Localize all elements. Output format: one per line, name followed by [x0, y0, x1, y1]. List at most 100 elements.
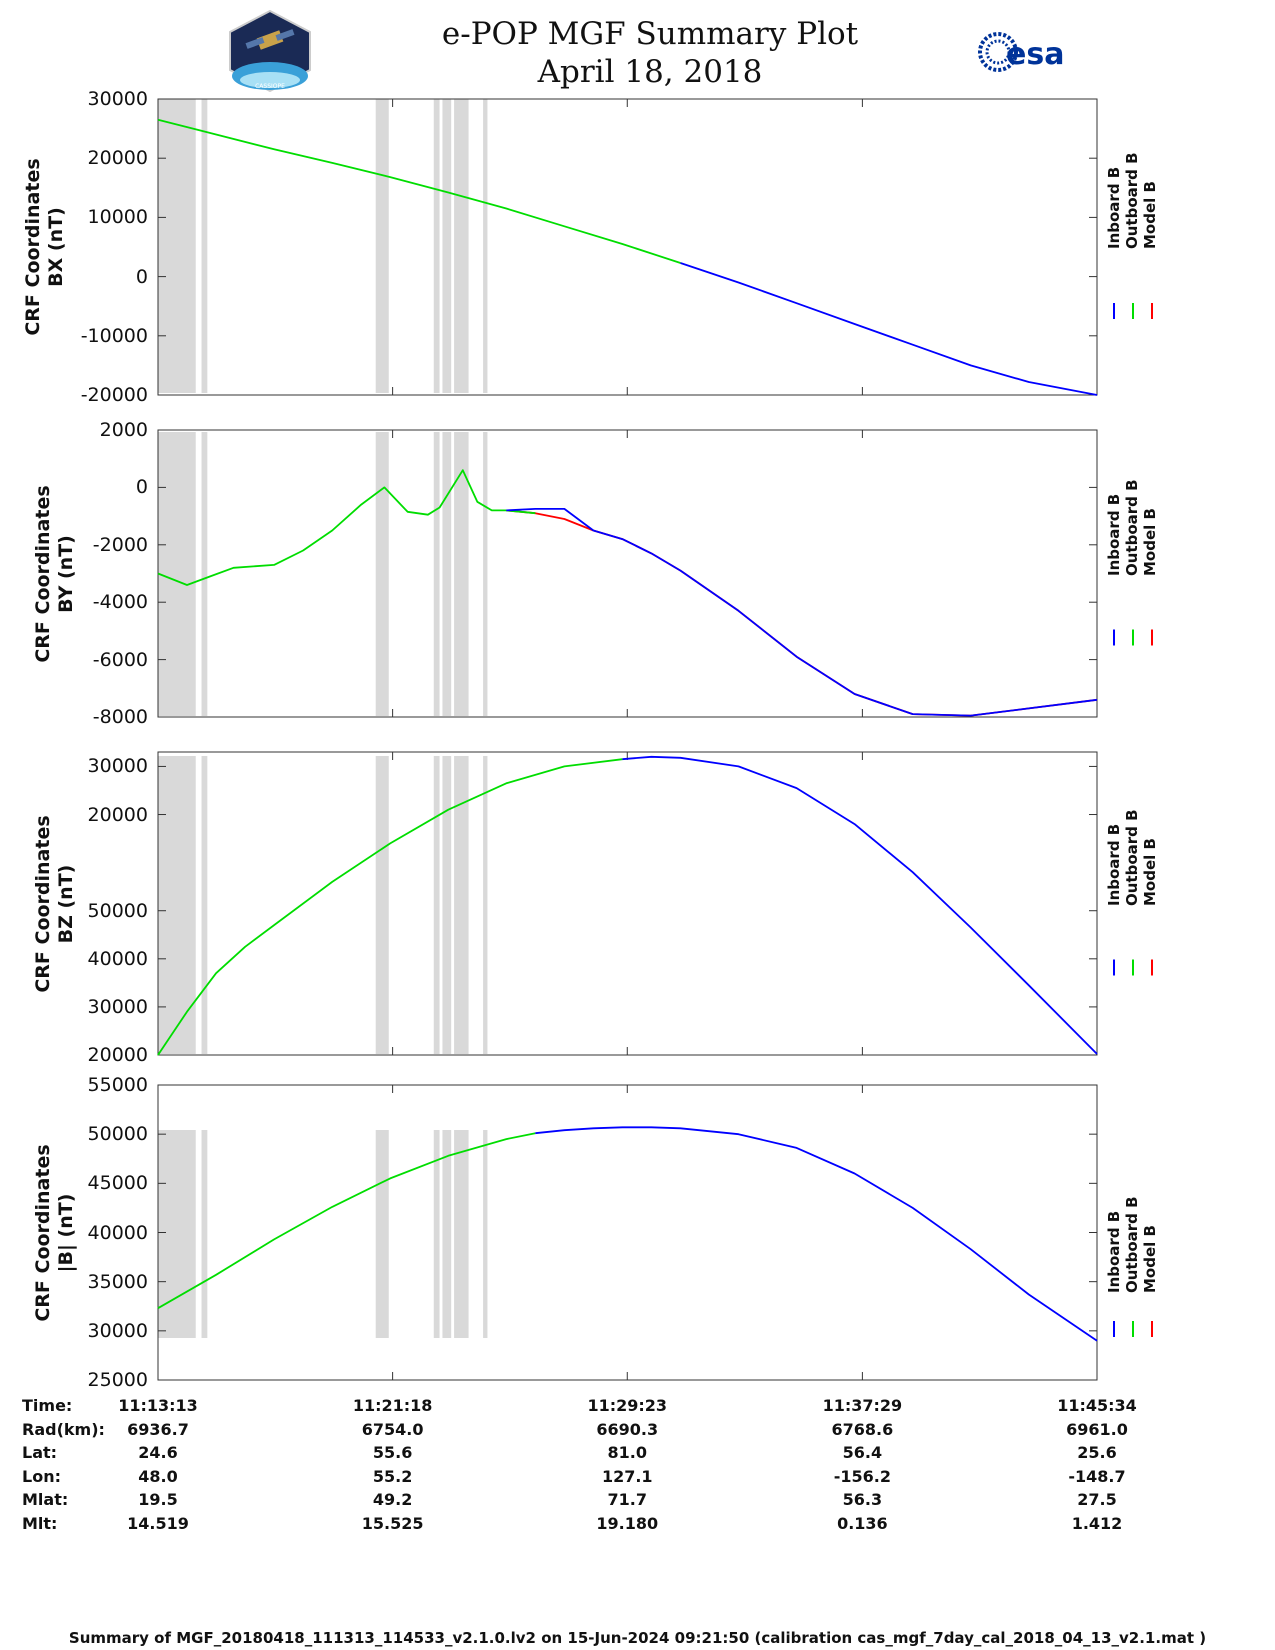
data-gap-band — [158, 1130, 196, 1338]
series-line-outboard-b — [157, 1132, 536, 1309]
footer-summary: Summary of MGF_20180418_111313_114533_v2… — [68, 1629, 1207, 1647]
ephemeris-value: 27.5 — [1077, 1490, 1117, 1509]
data-gap-band — [483, 1130, 488, 1338]
data-gap-band — [158, 756, 196, 1054]
ephemeris-value: 6936.7 — [127, 1419, 189, 1439]
series-line-inboard-b — [506, 508, 1098, 717]
y-tick-label: -20000 — [80, 384, 148, 406]
ephemeris-value: 56.3 — [842, 1490, 883, 1509]
data-gap-band — [375, 432, 389, 716]
cassiope-logo: CASSIOPE — [229, 10, 311, 92]
series-line-inboard-b — [535, 1126, 1098, 1342]
y-tick-label: 30000 — [87, 1319, 148, 1342]
svg-text:esa: esa — [1006, 37, 1064, 72]
ephemeris-value: 6768.6 — [831, 1419, 894, 1439]
y-tick-label: -8000 — [92, 706, 148, 728]
series-line-outboard-b — [157, 758, 623, 1056]
legend-label-outboard: Outboard B — [1123, 1196, 1141, 1293]
series-line-inboard-b — [622, 755, 1098, 1055]
y-tick-label: 0 — [135, 476, 148, 499]
data-gap-band — [483, 432, 488, 716]
data-gap-band — [433, 432, 440, 716]
y-tick-label: 45000 — [87, 1172, 148, 1195]
ephemeris-value: 14.519 — [127, 1513, 189, 1533]
ephemeris-value: 71.7 — [607, 1490, 647, 1509]
data-gap-band — [442, 1130, 452, 1338]
data-gap-band — [454, 756, 469, 1054]
y-tick-label: 50000 — [87, 899, 148, 922]
data-gap-band — [158, 99, 196, 393]
y-tick-label: 30000 — [87, 755, 148, 778]
plot-frame — [157, 1084, 1098, 1381]
ephemeris-value: 56.4 — [842, 1443, 883, 1462]
ephemeris-value: 11:13:13 — [118, 1396, 198, 1415]
y-tick-label: 20000 — [87, 803, 148, 826]
svg-text:CASSIOPE: CASSIOPE — [255, 83, 285, 90]
data-gap-band — [201, 1130, 208, 1338]
data-gap-band — [483, 99, 488, 393]
y-tick-label: 30000 — [87, 995, 148, 1018]
y-axis-label: CRF Coordinates |B| (nT) — [32, 1133, 78, 1333]
plot-date: April 18, 2018 — [537, 54, 763, 90]
y-tick-label: -10000 — [80, 324, 148, 347]
y-tick-label: 0 — [135, 265, 148, 288]
data-gap-band — [442, 99, 452, 393]
y-tick-label: -4000 — [92, 591, 148, 614]
y-tick-label: 35000 — [87, 1270, 148, 1293]
data-gap-band — [433, 756, 440, 1054]
ephemeris-value: 6961.0 — [1066, 1419, 1128, 1439]
ephemeris-value: 11:37:29 — [822, 1396, 903, 1415]
y-tick-label: 40000 — [87, 947, 148, 970]
y-tick-label: 25000 — [87, 1369, 148, 1391]
y-tick-label: 55000 — [87, 1074, 148, 1096]
legend-label-model: Model B — [1141, 1225, 1159, 1293]
data-gap-band — [375, 99, 389, 393]
ephemeris-value: 11:21:18 — [352, 1396, 433, 1415]
ephemeris-value: 48.0 — [138, 1466, 178, 1486]
ephemeris-value: 19.5 — [138, 1490, 178, 1509]
ephemeris-value: 127.1 — [601, 1466, 653, 1486]
plot-title: e-POP MGF Summary Plot — [441, 16, 859, 52]
data-gap-band — [158, 432, 196, 716]
y-tick-label: 2000 — [99, 419, 148, 441]
ephemeris-value: 11:45:34 — [1057, 1396, 1137, 1415]
ephemeris-value: 25.6 — [1077, 1443, 1117, 1462]
ephemeris-value: 55.6 — [372, 1443, 413, 1462]
y-tick-label: 20000 — [87, 147, 148, 170]
ephemeris-row-label: Lon: — [22, 1466, 61, 1486]
y-tick-label: 10000 — [87, 206, 148, 229]
data-gap-band — [375, 1130, 389, 1338]
ephemeris-row-label: Rad(km): — [22, 1419, 105, 1439]
ephemeris-row-label: Time: — [22, 1396, 73, 1415]
data-gap-band — [454, 99, 469, 393]
y-tick-label: 50000 — [87, 1123, 148, 1146]
ephemeris-value: -156.2 — [833, 1466, 891, 1486]
data-gap-band — [201, 756, 208, 1054]
ephemeris-value: 55.2 — [372, 1466, 413, 1486]
y-axis-label-line1: CRF Coordinates — [32, 1143, 54, 1322]
ephemeris-value: 19.180 — [596, 1513, 659, 1533]
y-tick-label: 30000 — [87, 88, 148, 110]
ephemeris-row-label: Mlt: — [22, 1513, 58, 1533]
data-gap-band — [442, 432, 452, 716]
series-line-inboard-b — [680, 262, 1098, 396]
data-gap-band — [375, 756, 389, 1054]
data-gap-band — [454, 1130, 469, 1338]
y-tick-label: -6000 — [92, 648, 148, 671]
ephemeris-value: 1.412 — [1071, 1513, 1123, 1533]
ephemeris-value: -148.7 — [1068, 1466, 1126, 1486]
y-tick-label: 40000 — [87, 1221, 148, 1244]
data-gap-band — [454, 432, 469, 716]
ephemeris-value: 15.525 — [361, 1513, 424, 1533]
series-line-outboard-b — [157, 469, 536, 586]
data-gap-band — [201, 432, 208, 716]
data-gap-band — [442, 756, 452, 1054]
ephemeris-value: 11:29:23 — [587, 1396, 668, 1415]
ephemeris-value: 81.0 — [607, 1443, 647, 1462]
data-gap-band — [201, 99, 208, 393]
